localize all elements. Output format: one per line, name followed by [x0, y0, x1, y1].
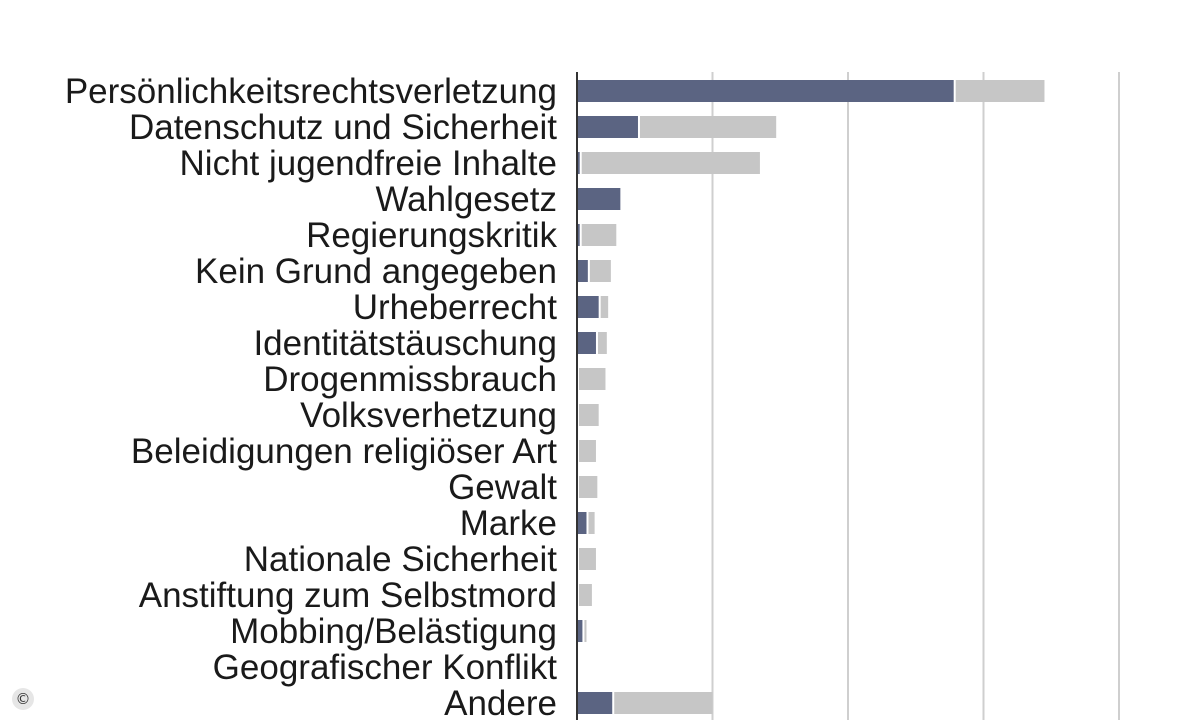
bar-segment-1-3: [577, 188, 621, 210]
bar-segment-2-10: [579, 440, 596, 462]
bar-segment-2-17: [614, 692, 713, 714]
bar-segment-1-17: [577, 692, 613, 714]
bar-segment-1-5: [577, 260, 588, 282]
bar-segment-2-15: [584, 620, 587, 642]
bar-segment-2-11: [579, 476, 598, 498]
bar-segment-2-2: [581, 152, 760, 174]
category-label: Gewalt: [448, 468, 557, 507]
category-label: Mobbing/Belästigung: [230, 612, 557, 651]
bar-segment-2-0: [955, 80, 1045, 102]
bar-segment-2-12: [588, 512, 595, 534]
bars: [577, 80, 1045, 714]
bar-segment-2-1: [639, 116, 777, 138]
bar-segment-2-4: [581, 224, 617, 246]
category-label: Urheberrecht: [353, 288, 558, 327]
category-label: Datenschutz und Sicherheit: [129, 108, 557, 147]
category-label: Kein Grund angegeben: [195, 252, 557, 291]
bar-segment-1-7: [577, 332, 596, 354]
bar-segment-2-6: [600, 296, 609, 318]
category-label: Drogenmissbrauch: [263, 360, 557, 399]
category-label: Wahlgesetz: [375, 180, 557, 219]
bar-segment-2-13: [579, 548, 596, 570]
category-label: Beleidigungen religiöser Art: [131, 432, 557, 471]
bar-segment-1-2: [577, 152, 580, 174]
bar-segment-2-8: [579, 368, 606, 390]
category-label: Andere: [444, 684, 557, 720]
category-label: Nationale Sicherheit: [244, 540, 558, 579]
bar-segment-2-5: [589, 260, 611, 282]
bar-segment-1-0: [577, 80, 954, 102]
bar-segment-1-1: [577, 116, 638, 138]
bar-segment-1-12: [577, 512, 587, 534]
category-label: Identitätstäuschung: [253, 324, 557, 363]
bar-segment-1-6: [577, 296, 599, 318]
category-label: Persönlichkeitsrechtsverletzung: [65, 72, 557, 111]
bar-segment-2-14: [579, 584, 592, 606]
copyright-icon: ©: [12, 688, 34, 710]
bar-segment-2-9: [579, 404, 599, 426]
category-label: Volksverhetzung: [300, 396, 557, 435]
bar-segment-2-7: [597, 332, 607, 354]
category-labels: PersönlichkeitsrechtsverletzungDatenschu…: [65, 72, 558, 723]
category-label: Geografischer Konflikt: [213, 648, 558, 687]
gridlines: [711, 72, 1120, 720]
category-label: Regierungskritik: [306, 216, 557, 255]
bar-segment-1-4: [577, 224, 580, 246]
category-label: Nicht jugendfreie Inhalte: [180, 144, 557, 183]
category-label: Anstiftung zum Selbstmord: [139, 576, 557, 615]
bar-segment-1-15: [577, 620, 583, 642]
category-label: Marke: [460, 504, 557, 543]
